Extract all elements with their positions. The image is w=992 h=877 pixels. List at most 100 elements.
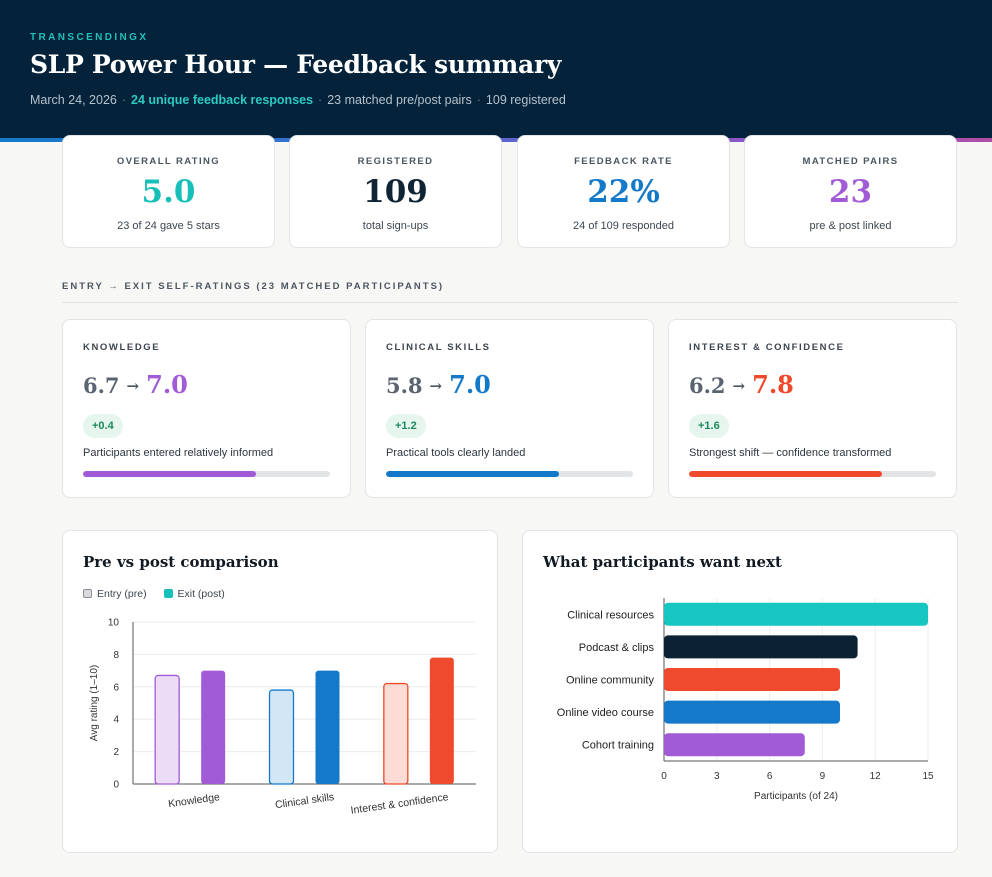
- stat-label: REGISTERED: [357, 156, 434, 167]
- page-title: SLP Power Hour — Feedback summary: [30, 50, 562, 79]
- arrow-right-icon: →: [732, 377, 746, 395]
- rating-progress-fill: [83, 471, 256, 477]
- stat-value: 109: [363, 174, 428, 210]
- rating-post-value: 7.0: [146, 370, 188, 399]
- panel-pre-post-comparison: Pre vs post comparison Entry (pre) Exit …: [62, 530, 498, 853]
- rating-note: Strongest shift — confidence transformed: [689, 447, 892, 459]
- x-axis-label: Participants (of 24): [754, 791, 838, 802]
- stat-card-registered: REGISTERED 109 total sign-ups: [289, 135, 502, 248]
- stat-label: OVERALL RATING: [116, 156, 221, 167]
- bar-exit: [429, 657, 454, 784]
- brand-name: TRANSCENDINGX: [30, 32, 149, 43]
- panel-what-participants-want: What participants want next 0 3 6 9 12 15 Part…: [522, 530, 958, 853]
- grouped-bar-chart: 0 2 4 6 8 10 Avg rating (1–10) Knowledge Clinica…: [89, 618, 476, 817]
- legend-item-exit: Exit (post): [163, 588, 225, 600]
- stat-caption: 23 of 24 gave 5 stars: [117, 220, 220, 232]
- bar-entry: [154, 674, 180, 785]
- rating-card-knowledge: KNOWLEDGE 6.7 → 7.0 +0.4 Participants ente…: [62, 319, 351, 498]
- rating-pre-value: 6.2: [689, 373, 726, 398]
- y-tick-label: 10: [108, 618, 120, 629]
- rating-post-value: 7.0: [449, 370, 491, 399]
- stat-card-overall-rating: OVERALL RATING 5.0 23 of 24 gave 5 stars: [62, 135, 275, 248]
- arrow-right-icon: →: [429, 377, 443, 395]
- rating-card-clinical-skills: CLINICAL SKILLS 5.8 → 7.0 +1.2 Practical t…: [365, 319, 654, 498]
- category-label: Clinical resources: [567, 609, 654, 621]
- chart-legend: Entry (pre) Exit (post): [83, 588, 239, 600]
- x-tick-label: Clinical skills: [274, 791, 335, 811]
- legend-swatch: [163, 589, 173, 598]
- x-tick-label: 15: [922, 771, 934, 782]
- rating-change: 6.7 → 7.0: [83, 370, 188, 399]
- pairs-count: 23 matched pre/post pairs: [327, 93, 472, 107]
- legend-swatch: [83, 589, 92, 598]
- y-axis-label: Avg rating (1–10): [89, 665, 100, 742]
- stat-caption: pre & post linked: [809, 220, 892, 232]
- rating-progress-track: [386, 471, 633, 477]
- rating-label: KNOWLEDGE: [83, 342, 161, 353]
- header-banner: TRANSCENDINGX SLP Power Hour — Feedback …: [0, 0, 992, 140]
- y-tick-label: 8: [113, 650, 119, 661]
- rating-progress-track: [689, 471, 936, 477]
- section-divider: [62, 302, 958, 303]
- bar-value: [664, 602, 928, 626]
- y-tick-label: 0: [113, 780, 119, 791]
- x-tick-label: 0: [661, 771, 667, 782]
- stat-label: FEEDBACK RATE: [574, 156, 673, 167]
- y-tick-label: 2: [113, 747, 119, 758]
- rating-post-value: 7.8: [752, 370, 794, 399]
- event-date: March 24, 2026: [30, 93, 117, 107]
- rating-card-interest-confidence: INTEREST & CONFIDENCE 6.2 → 7.8 +1.6 Stron…: [668, 319, 957, 498]
- separator: ·: [121, 93, 127, 107]
- x-tick-label: 6: [767, 771, 773, 782]
- stat-caption: 24 of 109 responded: [573, 220, 674, 232]
- stat-value: 23: [828, 174, 873, 210]
- category-label: Cohort training: [582, 740, 654, 752]
- legend-item-entry: Entry (pre): [83, 588, 147, 600]
- bar-value: [664, 733, 805, 757]
- stat-card-feedback-rate: FEEDBACK RATE 22% 24 of 109 responded: [517, 135, 730, 248]
- bar-exit: [315, 670, 340, 784]
- separator: ·: [318, 93, 323, 107]
- rating-delta-badge: +1.2: [386, 414, 426, 438]
- rating-pre-value: 5.8: [386, 373, 423, 398]
- rating-note: Practical tools clearly landed: [386, 447, 526, 459]
- separator: ·: [476, 93, 481, 107]
- legend-label: Entry (pre): [97, 588, 147, 600]
- stat-value: 5.0: [141, 174, 196, 210]
- bar-value: [664, 668, 840, 691]
- rating-label: CLINICAL SKILLS: [386, 342, 491, 353]
- rating-delta-badge: +0.4: [83, 414, 123, 438]
- bar-entry: [268, 689, 295, 785]
- rating-progress-track: [83, 471, 330, 477]
- x-tick-label: 3: [714, 771, 720, 782]
- rating-note: Participants entered relatively informed: [83, 447, 274, 459]
- x-tick-label: 9: [820, 771, 826, 782]
- category-label: Online video course: [557, 707, 654, 719]
- bar-exit: [201, 670, 226, 784]
- stat-label: MATCHED PAIRS: [802, 156, 899, 167]
- stat-caption: total sign-ups: [362, 220, 429, 232]
- stat-card-matched-pairs: MATCHED PAIRS 23 pre & post linked: [744, 135, 957, 248]
- legend-label: Exit (post): [177, 588, 225, 600]
- rating-change: 6.2 → 7.8: [689, 370, 794, 399]
- registered-count: 109 registered: [485, 93, 566, 107]
- x-tick-label: Interest & confidence: [350, 791, 450, 817]
- header-meta: March 24, 2026 · 24 unique feedback respon…: [30, 93, 566, 107]
- bar-value: [664, 700, 840, 724]
- chart-title: What participants want next: [543, 553, 782, 571]
- arrow-right-icon: →: [126, 377, 140, 395]
- category-label: Online community: [566, 675, 655, 687]
- rating-progress-fill: [386, 471, 559, 477]
- x-tick-label: 12: [870, 771, 882, 782]
- rating-label: INTEREST & CONFIDENCE: [689, 342, 845, 353]
- bar-value: [664, 635, 858, 659]
- y-tick-label: 6: [113, 682, 119, 693]
- x-tick-label: Knowledge: [167, 791, 220, 810]
- bar-entry: [383, 682, 409, 785]
- stat-value: 22%: [587, 174, 660, 210]
- responses-count: 24 unique feedback responses: [131, 93, 314, 107]
- horizontal-bar-chart: 0 3 6 9 12 15 Participants (of 24) Clinical res…: [557, 598, 934, 802]
- rating-progress-fill: [689, 471, 882, 477]
- rating-delta-badge: +1.6: [689, 414, 729, 438]
- y-tick-label: 4: [113, 715, 119, 726]
